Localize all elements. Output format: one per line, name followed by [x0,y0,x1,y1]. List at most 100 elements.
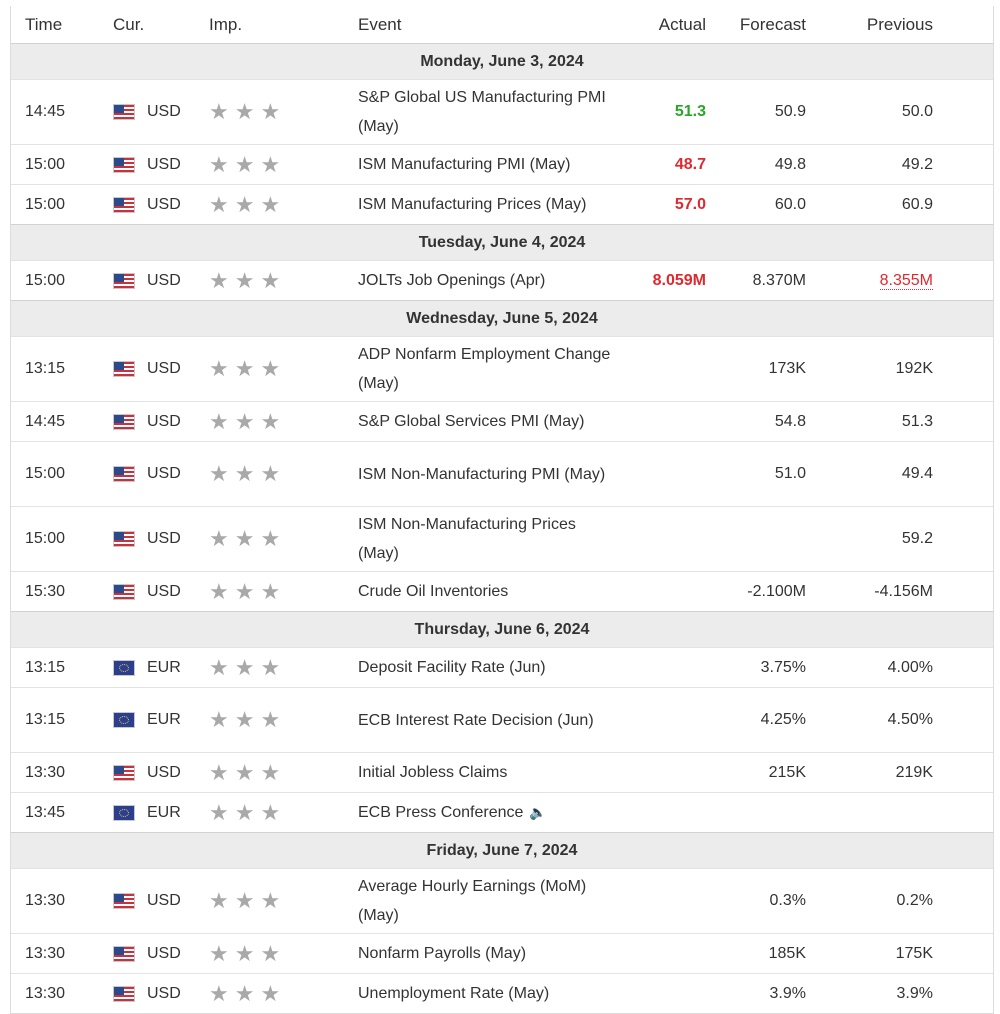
event-name[interactable]: JOLTs Job Openings (Apr) [344,266,611,295]
column-header-time[interactable]: Time [25,14,63,34]
event-title[interactable]: JOLTs Job Openings (Apr) [358,272,546,289]
star-icon: ★ [260,151,281,177]
event-row[interactable]: 13:30 USD ★ ★ ★ Average Hourly Earnings (MoM)… [11,868,993,933]
event-name[interactable]: ECB Press Conference 🔈 [344,798,611,827]
currency-code: EUR [147,658,181,676]
event-title[interactable]: ECB Press Conference [358,804,524,821]
event-row[interactable]: 13:15 USD ★ ★ ★ ADP Nonfarm Employment Change… [11,336,993,401]
event-title[interactable]: ISM Non-Manufacturing Prices (May) [358,516,576,562]
event-title[interactable]: Average Hourly Earnings (MoM) (May) [358,878,587,924]
event-forecast: 49.8 [774,155,806,173]
star-icon: ★ [209,356,229,381]
column-header-currency[interactable]: Cur. [113,14,145,34]
event-row[interactable]: 13:45 EUR ★ ★ ★ ECB Press Conference 🔈 [11,792,993,832]
event-title[interactable]: ADP Nonfarm Employment Change (May) [358,346,611,392]
event-currency: USD [109,530,209,548]
event-previous: 175K [806,945,933,963]
event-name[interactable]: S&P Global US Manufacturing PMI (May) [344,83,611,141]
event-name[interactable]: ISM Manufacturing Prices (May) [344,190,611,219]
event-row[interactable]: 13:30 USD ★ ★ ★ Nonfarm Payrolls (May) 185K 175… [11,933,993,973]
star-icon: ★ [234,408,255,434]
event-name[interactable]: Average Hourly Earnings (MoM) (May) [344,872,611,930]
event-currency: EUR [109,711,209,729]
previous-value: 50.0 [901,103,933,120]
event-title[interactable]: Unemployment Rate (May) [358,985,550,1002]
star-icon: ★ [209,940,229,966]
event-name[interactable]: Deposit Facility Rate (Jun) [344,653,611,682]
event-row[interactable]: 15:30 USD ★ ★ ★ Crude Oil Inventories -2.100M -… [11,571,993,611]
event-row[interactable]: 13:15 EUR ★ ★ ★ Deposit Facility Rate (Jun) 3.… [11,647,993,687]
event-title[interactable]: ECB Interest Rate Decision (Jun) [358,711,594,729]
event-row[interactable]: 15:00 USD ★ ★ ★ ISM Manufacturing PMI (May) 48… [11,144,993,184]
star-icon: ★ [209,526,229,551]
star-icon: ★ [234,461,255,486]
column-header-actual[interactable]: Actual [658,14,706,34]
event-currency: USD [109,465,209,483]
event-time: 14:45 [25,412,66,430]
event-name[interactable]: ISM Manufacturing PMI (May) [344,150,611,179]
event-title[interactable]: Crude Oil Inventories [358,583,509,600]
event-row[interactable]: 15:00 USD ★ ★ ★ JOLTs Job Openings (Apr) 8.059… [11,260,993,300]
us-flag-icon [113,104,135,120]
event-row[interactable]: 15:00 USD ★ ★ ★ ISM Manufacturing Prices (May… [11,184,993,224]
previous-value[interactable]: 8.355M [879,271,933,290]
event-name[interactable]: Crude Oil Inventories [344,577,611,606]
event-name[interactable]: S&P Global Services PMI (May) [344,407,611,436]
event-name[interactable]: Initial Jobless Claims [344,758,611,787]
event-time: 13:45 [25,803,66,821]
previous-value: 4.50% [887,711,933,728]
event-forecast: 0.3% [769,892,806,909]
event-name[interactable]: Unemployment Rate (May) [344,979,611,1008]
currency-code: USD [147,271,181,289]
table-header: Time Cur. Imp. Event Actual Forecast Pre… [11,6,993,43]
star-icon: ★ [260,578,281,604]
event-title[interactable]: ISM Non-Manufacturing PMI (May) [358,465,606,483]
event-row[interactable]: 13:15 EUR ★ ★ ★ ECB Interest Rate Decision (J… [11,687,993,752]
event-name[interactable]: ECB Interest Rate Decision (Jun) [344,706,611,735]
speaker-icon[interactable]: 🔈 [529,804,547,820]
event-title[interactable]: Nonfarm Payrolls (May) [358,945,527,962]
event-time: 15:00 [25,530,66,547]
event-title[interactable]: ISM Manufacturing PMI (May) [358,156,571,173]
star-icon: ★ [260,461,281,486]
event-time: 15:00 [25,195,66,213]
importance-rating: ★ ★ ★ [209,528,344,550]
importance-rating: ★ ★ ★ [209,759,344,785]
event-title[interactable]: Deposit Facility Rate (Jun) [358,659,546,676]
event-name[interactable]: Nonfarm Payrolls (May) [344,939,611,968]
event-previous: 219K [806,764,933,782]
event-row[interactable]: 14:45 USD ★ ★ ★ S&P Global Services PMI (May)… [11,401,993,441]
column-header-forecast[interactable]: Forecast [739,14,806,34]
event-forecast: 3.9% [769,984,806,1002]
event-row[interactable]: 13:30 USD ★ ★ ★ Initial Jobless Claims 215K 219… [11,752,993,792]
event-time: 15:00 [25,271,66,289]
event-currency: USD [109,413,209,431]
column-header-previous[interactable]: Previous [866,14,933,34]
event-name[interactable]: ISM Non-Manufacturing Prices (May) [344,510,611,568]
event-name[interactable]: ISM Non-Manufacturing PMI (May) [344,460,611,489]
previous-value: 0.2% [896,892,933,909]
star-icon: ★ [234,759,255,785]
event-title[interactable]: ISM Manufacturing Prices (May) [358,196,587,213]
currency-code: USD [147,582,181,600]
us-flag-icon [113,196,135,213]
us-flag-icon [113,531,135,547]
star-icon: ★ [209,707,229,732]
event-row[interactable]: 15:00 USD ★ ★ ★ ISM Non-Manufacturing PMI (Ma… [11,441,993,506]
column-header-event[interactable]: Event [358,15,402,34]
us-flag-icon [113,945,135,962]
event-name[interactable]: ADP Nonfarm Employment Change (May) [344,340,611,398]
currency-code: USD [147,984,181,1002]
event-row[interactable]: 13:30 USD ★ ★ ★ Unemployment Rate (May) 3.9% 3.… [11,973,993,1013]
column-header-importance[interactable]: Imp. [209,14,243,34]
event-row[interactable]: 14:45 USD ★ ★ ★ S&P Global US Manufacturing P… [11,79,993,144]
event-title[interactable]: S&P Global US Manufacturing PMI (May) [358,89,606,135]
event-title[interactable]: Initial Jobless Claims [358,764,508,781]
event-title[interactable]: S&P Global Services PMI (May) [358,413,585,430]
event-forecast: 50.9 [774,103,806,120]
currency-code: USD [147,530,181,547]
event-time: 13:15 [25,658,66,676]
event-row[interactable]: 15:00 USD ★ ★ ★ ISM Non-Manufacturing Prices … [11,506,993,571]
us-flag-icon [113,985,135,1002]
importance-rating: ★ ★ ★ [209,358,344,380]
